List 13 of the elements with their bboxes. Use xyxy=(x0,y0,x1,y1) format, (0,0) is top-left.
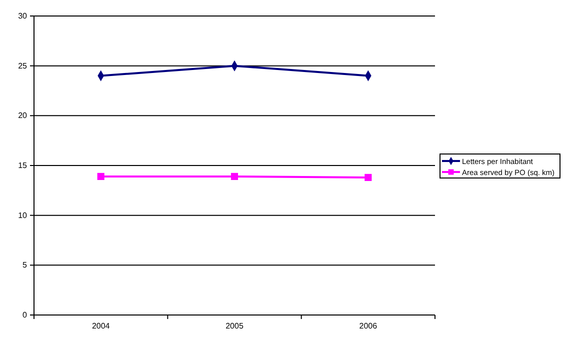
x-tick-label: 2006 xyxy=(359,322,378,331)
x-tick-label: 2004 xyxy=(92,322,110,331)
y-tick-label: 25 xyxy=(18,61,28,70)
x-tick-label: 2005 xyxy=(226,322,244,331)
y-tick-label: 10 xyxy=(18,210,28,220)
point xyxy=(364,174,372,181)
y-tick-label: 0 xyxy=(22,310,28,320)
y-tick-label: 15 xyxy=(18,161,28,170)
y-tick-label: 5 xyxy=(22,260,28,270)
point xyxy=(230,172,238,180)
y-tick-label: 30 xyxy=(18,12,28,21)
y-tick-label: 20 xyxy=(18,111,28,120)
point xyxy=(97,172,104,180)
